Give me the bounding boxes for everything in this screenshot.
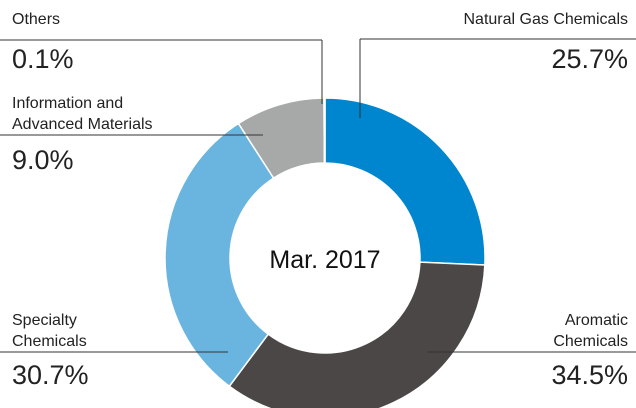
value-label: 30.7%: [12, 360, 89, 390]
center-label: Mar. 2017: [269, 246, 380, 274]
slices: [164, 97, 486, 408]
slice: [323, 97, 326, 164]
value-label: 0.1%: [12, 44, 74, 74]
slice: [324, 97, 486, 266]
category-label: Specialty Chemicals: [12, 312, 87, 350]
value-label: 9.0%: [12, 145, 74, 175]
value-label: 25.7%: [551, 44, 628, 74]
category-label: Aromatic Chemicals: [553, 312, 628, 350]
category-label: Information and Advanced Materials: [12, 95, 153, 133]
category-label: Others: [12, 11, 61, 28]
slice: [164, 122, 275, 388]
slice: [228, 261, 486, 408]
value-label: 34.5%: [551, 360, 628, 390]
category-label: Natural Gas Chemicals: [463, 11, 629, 28]
